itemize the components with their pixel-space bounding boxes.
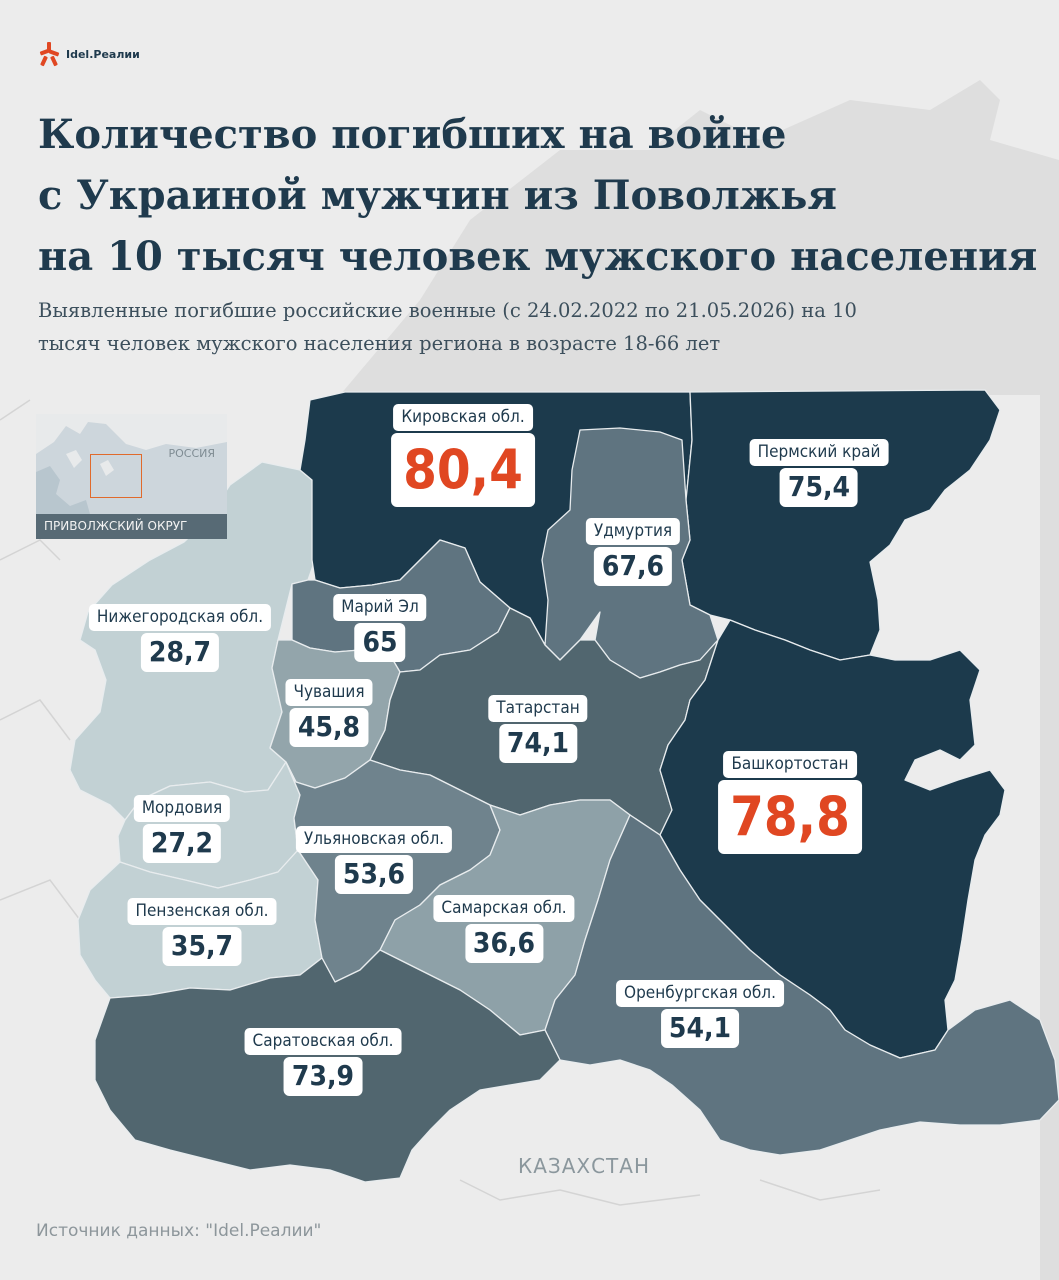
region-name: Марий Эл — [333, 594, 427, 621]
region-value: 36,6 — [464, 924, 544, 963]
brand-logo: Idel.Реалии — [38, 40, 140, 68]
region-value: 35,7 — [162, 927, 242, 966]
region-value: 27,2 — [142, 824, 222, 863]
region-value: 80,4 — [391, 433, 535, 507]
locator-map: РОССИЯ — [36, 414, 227, 514]
region-name: Чувашия — [285, 679, 373, 706]
region-name: Ульяновская обл. — [295, 826, 453, 853]
region-value: 54,1 — [660, 1009, 740, 1048]
region-value: 73,9 — [283, 1057, 363, 1096]
district-highlight-box — [90, 454, 142, 498]
region-label-ulyanovsk: Ульяновская обл. 53,6 — [295, 826, 453, 894]
region-label-perm: Пермский край 75,4 — [749, 439, 889, 507]
region-value: 53,6 — [334, 855, 414, 894]
region-name: Самарская обл. — [433, 895, 575, 922]
title-line: с Украиной мужчин из Поволжья — [38, 172, 837, 219]
neighbor-country-label: КАЗАХСТАН — [518, 1154, 650, 1178]
region-label-penza: Пензенская обл. 35,7 — [127, 898, 277, 966]
region-label-tatarstan: Татарстан 74,1 — [488, 695, 588, 763]
region-label-chuvashia: Чувашия 45,8 — [285, 679, 373, 747]
region-value: 28,7 — [140, 633, 220, 672]
subtitle-line: Выявленные погибшие российские военные (… — [38, 299, 857, 322]
region-label-samara: Самарская обл. 36,6 — [433, 895, 575, 963]
region-value: 67,6 — [593, 547, 673, 586]
neighbor-borders — [0, 399, 881, 1206]
russia-silhouette — [340, 80, 1059, 1280]
region-name: Татарстан — [488, 695, 588, 722]
region-name: Башкортостан — [723, 751, 857, 778]
region-label-mari-el: Марий Эл 65 — [333, 594, 427, 662]
region-name: Мордовия — [133, 795, 231, 822]
region-value: 75,4 — [779, 468, 859, 507]
region-label-bashkortostan: Башкортостан 78,8 — [718, 751, 862, 854]
brand-name: Idel.Реалии — [66, 47, 140, 61]
europe-outline-icon — [36, 422, 227, 514]
region-label-nizhny: Нижегородская обл. 28,7 — [88, 604, 272, 672]
locator-inset: РОССИЯ ПРИВОЛЖСКИЙ ОКРУГ — [36, 414, 227, 539]
region-name: Оренбургская обл. — [616, 980, 784, 1007]
inset-country-label: РОССИЯ — [168, 447, 215, 460]
title-line: на 10 тысяч человек мужского населения — [38, 233, 1038, 280]
region-name: Пензенская обл. — [127, 898, 277, 925]
title-line: Количество погибших на войне — [38, 111, 787, 158]
region-label-kirov: Кировская обл. 80,4 — [391, 404, 535, 507]
region-name: Нижегородская обл. — [88, 604, 272, 631]
page-subtitle: Выявленные погибшие российские военные (… — [38, 294, 998, 360]
region-label-orenburg: Оренбургская обл. 54,1 — [616, 980, 784, 1048]
region-value: 45,8 — [289, 708, 369, 747]
region-name: Пермский край — [749, 439, 889, 466]
subtitle-line: тысяч человек мужского населения региона… — [38, 332, 721, 355]
region-value: 74,1 — [498, 724, 578, 763]
region-value: 78,8 — [718, 780, 862, 854]
region-name: Кировская обл. — [393, 404, 533, 431]
inset-district-label: ПРИВОЛЖСКИЙ ОКРУГ — [36, 514, 227, 539]
region-name: Саратовская обл. — [244, 1028, 402, 1055]
region-label-mordovia: Мордовия 27,2 — [133, 795, 231, 863]
region-label-udmurtia: Удмуртия 67,6 — [585, 518, 681, 586]
region-name: Удмуртия — [585, 518, 681, 545]
radio-star-icon — [39, 42, 60, 67]
page-title: Количество погибших на войне с Украиной … — [38, 104, 1038, 287]
region-value: 65 — [354, 623, 406, 662]
region-label-saratov: Саратовская обл. 73,9 — [244, 1028, 402, 1096]
data-source: Источник данных: "Idel.Реалии" — [36, 1221, 322, 1241]
